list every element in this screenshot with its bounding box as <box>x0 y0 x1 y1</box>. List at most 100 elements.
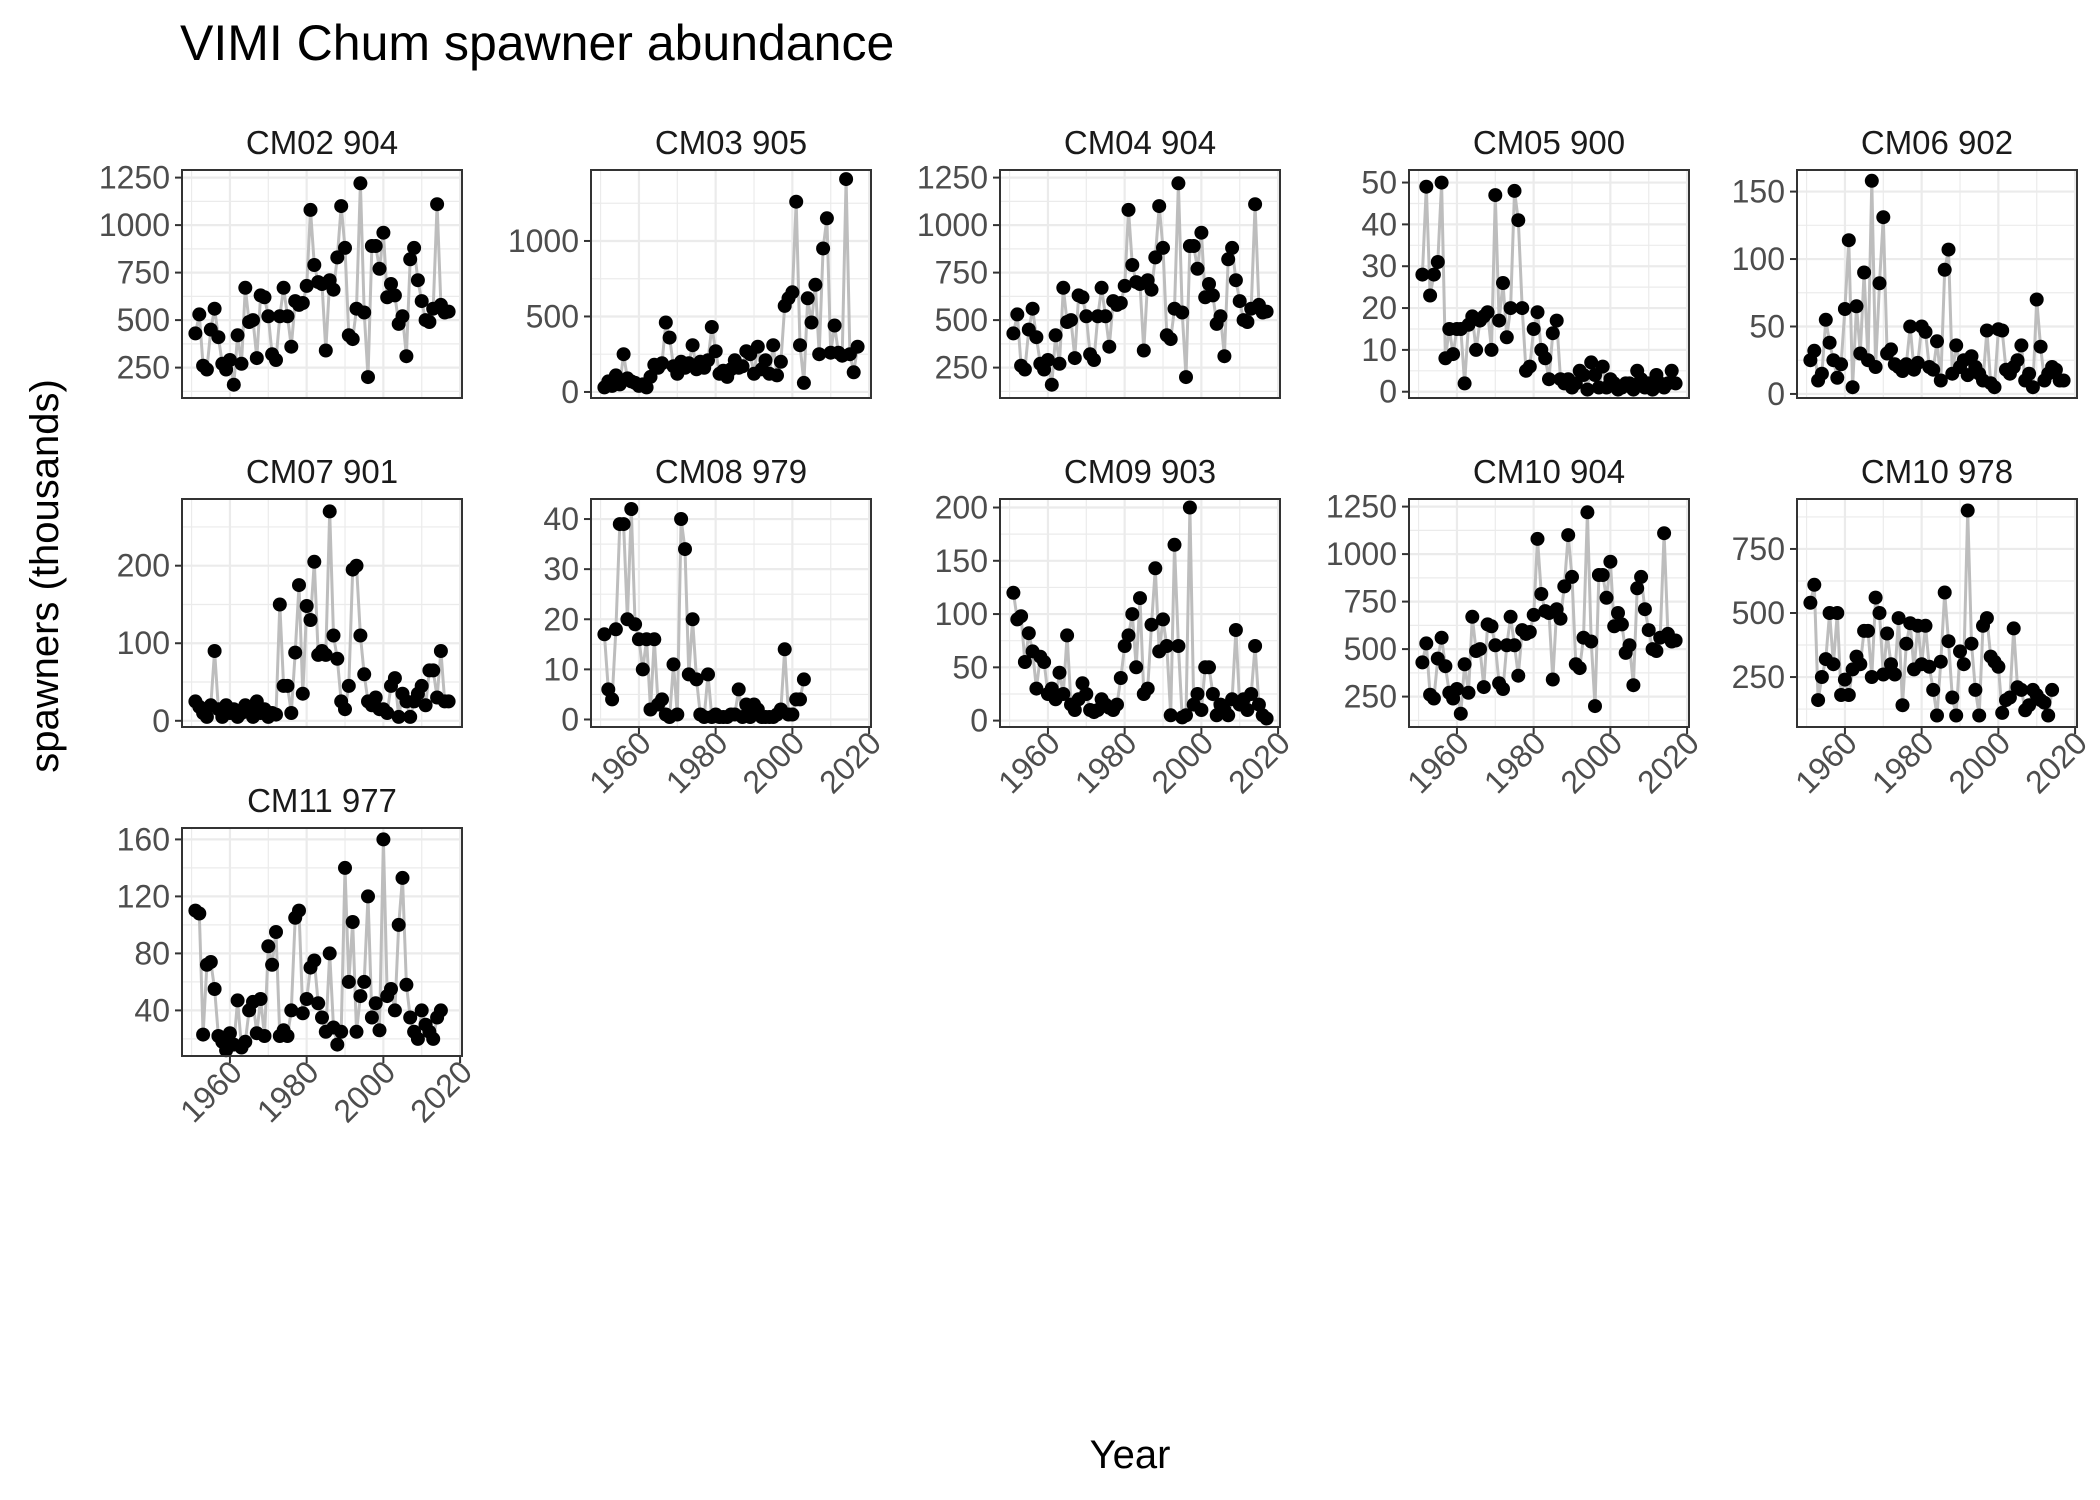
data-point <box>1419 636 1434 651</box>
data-point <box>1205 687 1220 701</box>
data-point <box>372 1023 387 1038</box>
data-point <box>1052 356 1067 371</box>
data-point <box>1649 644 1664 658</box>
data-point <box>655 692 669 707</box>
data-point <box>1129 660 1144 675</box>
data-point <box>1626 678 1641 693</box>
data-point <box>597 627 612 642</box>
panel-title: CM05 900 <box>1473 124 1625 161</box>
y-tick-label: 40 <box>134 992 170 1028</box>
y-tick-label: 20 <box>1361 290 1397 326</box>
data-point <box>1588 699 1602 714</box>
y-tick-label: 160 <box>117 821 170 857</box>
data-point <box>1098 309 1113 324</box>
data-point <box>1903 319 1918 334</box>
data-point <box>1580 505 1595 520</box>
data-point <box>628 617 643 632</box>
x-tick-label: 2000 <box>1145 724 1221 800</box>
data-point <box>635 662 650 677</box>
panel-border <box>590 169 872 399</box>
data-point <box>819 211 834 226</box>
data-point <box>1117 278 1132 293</box>
y-tick-label: 750 <box>1344 584 1397 620</box>
data-point <box>295 686 310 701</box>
data-points <box>1803 503 2060 723</box>
data-point <box>1807 577 1822 592</box>
data-point <box>1044 681 1059 696</box>
y-tick-label: 1000 <box>917 207 988 243</box>
data-point <box>1841 233 1856 248</box>
data-point <box>731 682 746 697</box>
y-tick-label: 500 <box>526 298 579 334</box>
data-point <box>827 318 842 333</box>
data-points <box>597 502 811 724</box>
data-point <box>272 597 287 612</box>
data-point <box>1968 682 1983 697</box>
data-point <box>357 305 372 320</box>
data-point <box>338 860 352 875</box>
data-point <box>662 330 677 345</box>
data-point <box>1052 665 1067 680</box>
panel-border <box>181 169 463 399</box>
panel-border <box>1796 498 2078 728</box>
data-point <box>2022 698 2037 713</box>
data-point <box>1830 370 1845 385</box>
data-point <box>670 707 685 722</box>
data-point <box>407 240 422 255</box>
y-tick-label: 1000 <box>99 207 170 243</box>
panel-background <box>591 499 871 727</box>
data-point <box>1075 676 1090 691</box>
y-tick-label: 1250 <box>99 160 170 196</box>
data-point <box>330 651 345 666</box>
data-point <box>1634 569 1649 584</box>
data-point <box>238 280 253 295</box>
y-tick-label: 500 <box>1732 595 1785 631</box>
y-tick-label: 10 <box>1361 332 1397 368</box>
data-point <box>1064 313 1078 328</box>
data-point <box>1507 638 1522 653</box>
data-point <box>1853 657 1868 672</box>
data-point <box>226 377 241 392</box>
data-point <box>380 706 395 720</box>
data-point <box>1611 606 1625 620</box>
data-point <box>1202 660 1216 675</box>
data-point <box>1060 628 1075 643</box>
data-point <box>1580 382 1595 397</box>
y-axis-title: spawners (thousands) <box>23 379 67 773</box>
y-tick-label: 50 <box>952 649 988 685</box>
data-point <box>2010 353 2025 368</box>
data-point <box>1006 326 1021 341</box>
y-tick-label: 250 <box>935 350 988 386</box>
data-point <box>1884 342 1898 357</box>
data-point <box>850 339 865 354</box>
data-point <box>808 277 823 292</box>
x-tick-label: 1960 <box>991 724 1067 800</box>
data-point <box>1926 682 1941 697</box>
data-point <box>1110 697 1124 712</box>
data-point <box>403 252 418 267</box>
data-point <box>2022 366 2037 381</box>
data-point <box>1113 296 1128 310</box>
data-point <box>1830 606 1845 620</box>
data-point <box>1941 242 1956 257</box>
data-point <box>804 315 819 330</box>
data-point <box>207 644 222 658</box>
data-point <box>1140 681 1155 696</box>
panel-cm02-904: CM02 904 250 500 750 1000 1250 <box>99 124 463 399</box>
data-point <box>2002 690 2017 705</box>
data-point <box>1595 359 1610 374</box>
x-tick-label: 2020 <box>403 1053 479 1129</box>
panel-cm03-905: CM03 905 0 500 1000 <box>508 124 872 410</box>
data-point <box>368 239 383 253</box>
data-point <box>1845 380 1860 395</box>
data-point <box>1010 307 1025 322</box>
data-point <box>269 353 283 367</box>
data-point <box>1861 623 1875 638</box>
data-point <box>1075 290 1090 305</box>
data-point <box>1526 607 1541 622</box>
data-point <box>1171 639 1186 653</box>
data-point <box>701 667 715 682</box>
data-point <box>399 977 414 992</box>
data-point <box>403 709 418 724</box>
data-point <box>1937 262 1952 277</box>
